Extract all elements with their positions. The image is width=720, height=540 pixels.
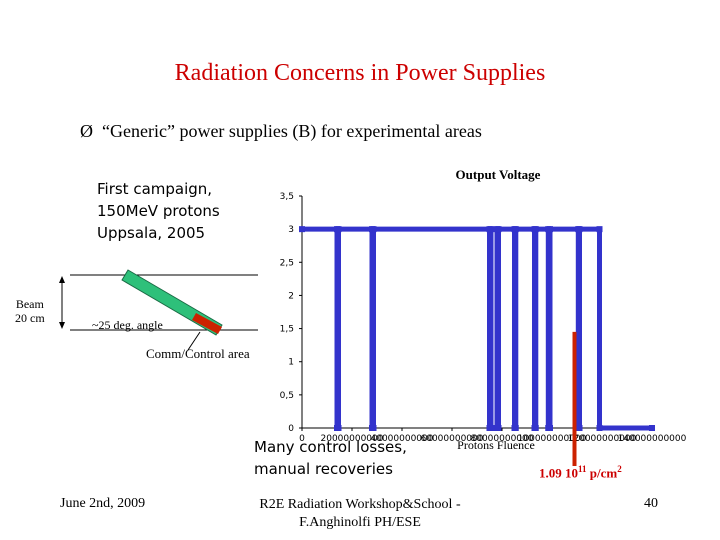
comm-pointer-line xyxy=(187,331,201,351)
losses-line-1: Many control losses, xyxy=(254,438,407,456)
losses-line-2: manual recoveries xyxy=(254,460,393,478)
footer-center-line-2: F.Anghinolfi PH/ESE xyxy=(299,515,421,530)
voltage-data-point xyxy=(495,226,502,233)
beam-arrow-down-icon xyxy=(59,322,65,329)
x-tick-label: 120000000000 xyxy=(568,434,637,444)
campaign-description: First campaign, 150MeV protons Uppsala, … xyxy=(97,178,220,244)
voltage-data-point xyxy=(512,226,519,233)
fluence-annotation: 1.09 1011 p/cm2 xyxy=(539,464,622,481)
beam-arrow-up-icon xyxy=(59,276,65,283)
campaign-line-3: Uppsala, 2005 xyxy=(97,224,206,242)
voltage-data-point xyxy=(532,425,539,431)
fluence-exponent: 11 xyxy=(578,464,587,474)
voltage-data-point xyxy=(576,226,583,233)
y-tick-label: 2 xyxy=(288,291,294,301)
voltage-data-point xyxy=(370,425,377,431)
voltage-data-point xyxy=(495,425,502,431)
y-tick-label: 1 xyxy=(288,358,294,368)
voltage-data-point xyxy=(335,425,342,431)
voltage-data-point xyxy=(547,226,553,233)
x-tick-label: 80000000000 xyxy=(471,434,534,444)
chart-title: Output Voltage xyxy=(456,167,541,182)
bullet-item: Ø “Generic” power supplies (B) for experi… xyxy=(80,121,482,142)
beam-label-line-2: 20 cm xyxy=(15,311,45,325)
beam-label: Beam 20 cm xyxy=(15,297,45,325)
x-tick-label: 20000000000 xyxy=(321,434,384,444)
x-tick-label: 40000000000 xyxy=(371,434,434,444)
x-tick-label: 60000000000 xyxy=(421,434,484,444)
page-number: 40 xyxy=(644,496,658,511)
footer-date: June 2nd, 2009 xyxy=(60,496,146,511)
x-axis-label: Protons Fluence xyxy=(457,438,535,452)
x-tick-label: 100000000000 xyxy=(518,434,587,444)
footer-center-line-1: R2E Radiation Workshop&School - xyxy=(259,497,461,512)
comm-control-area xyxy=(192,313,222,334)
voltage-data-point xyxy=(532,226,539,233)
campaign-line-1: First campaign, xyxy=(97,180,213,198)
y-tick-label: 0 xyxy=(288,424,294,434)
voltage-data-point xyxy=(335,226,342,233)
voltage-data-point xyxy=(649,425,655,431)
slide-title: Radiation Concerns in Power Supplies xyxy=(174,60,546,86)
fluence-unit: p/cm xyxy=(586,465,618,481)
voltage-data-point xyxy=(488,226,494,233)
y-tick-label: 3 xyxy=(288,225,294,235)
voltage-series-line xyxy=(302,226,652,431)
x-tick-label: 140000000000 xyxy=(618,434,687,444)
x-tick-label: 0 xyxy=(299,434,305,444)
voltage-data-point xyxy=(576,425,583,431)
y-tick-label: 0,5 xyxy=(280,391,294,401)
voltage-data-point xyxy=(299,226,305,233)
y-tick-label: 1,5 xyxy=(280,325,294,335)
angle-label: ~25 deg. angle xyxy=(92,318,163,332)
y-tick-label: 3,5 xyxy=(280,192,294,202)
comm-area-label: Comm/Control area xyxy=(146,346,250,361)
losses-annotation: Many control losses, manual recoveries xyxy=(254,436,407,480)
voltage-data-point xyxy=(547,425,553,431)
campaign-line-2: 150MeV protons xyxy=(97,202,220,220)
voltage-data-point xyxy=(512,425,519,431)
y-tick-label: 2,5 xyxy=(280,258,294,268)
voltage-data-point xyxy=(596,226,603,233)
beam-label-line-1: Beam xyxy=(15,297,44,311)
voltage-data-point xyxy=(370,226,377,233)
fluence-unit-exponent: 2 xyxy=(617,464,622,474)
voltage-data-point xyxy=(596,425,603,431)
footer-center: R2E Radiation Workshop&School - F.Anghin… xyxy=(245,496,475,532)
bullet-arrow-icon: Ø xyxy=(80,121,93,141)
fluence-base: 1.09 10 xyxy=(539,465,578,481)
voltage-data-point xyxy=(488,425,494,431)
bullet-text: “Generic” power supplies (B) for experim… xyxy=(102,121,482,141)
